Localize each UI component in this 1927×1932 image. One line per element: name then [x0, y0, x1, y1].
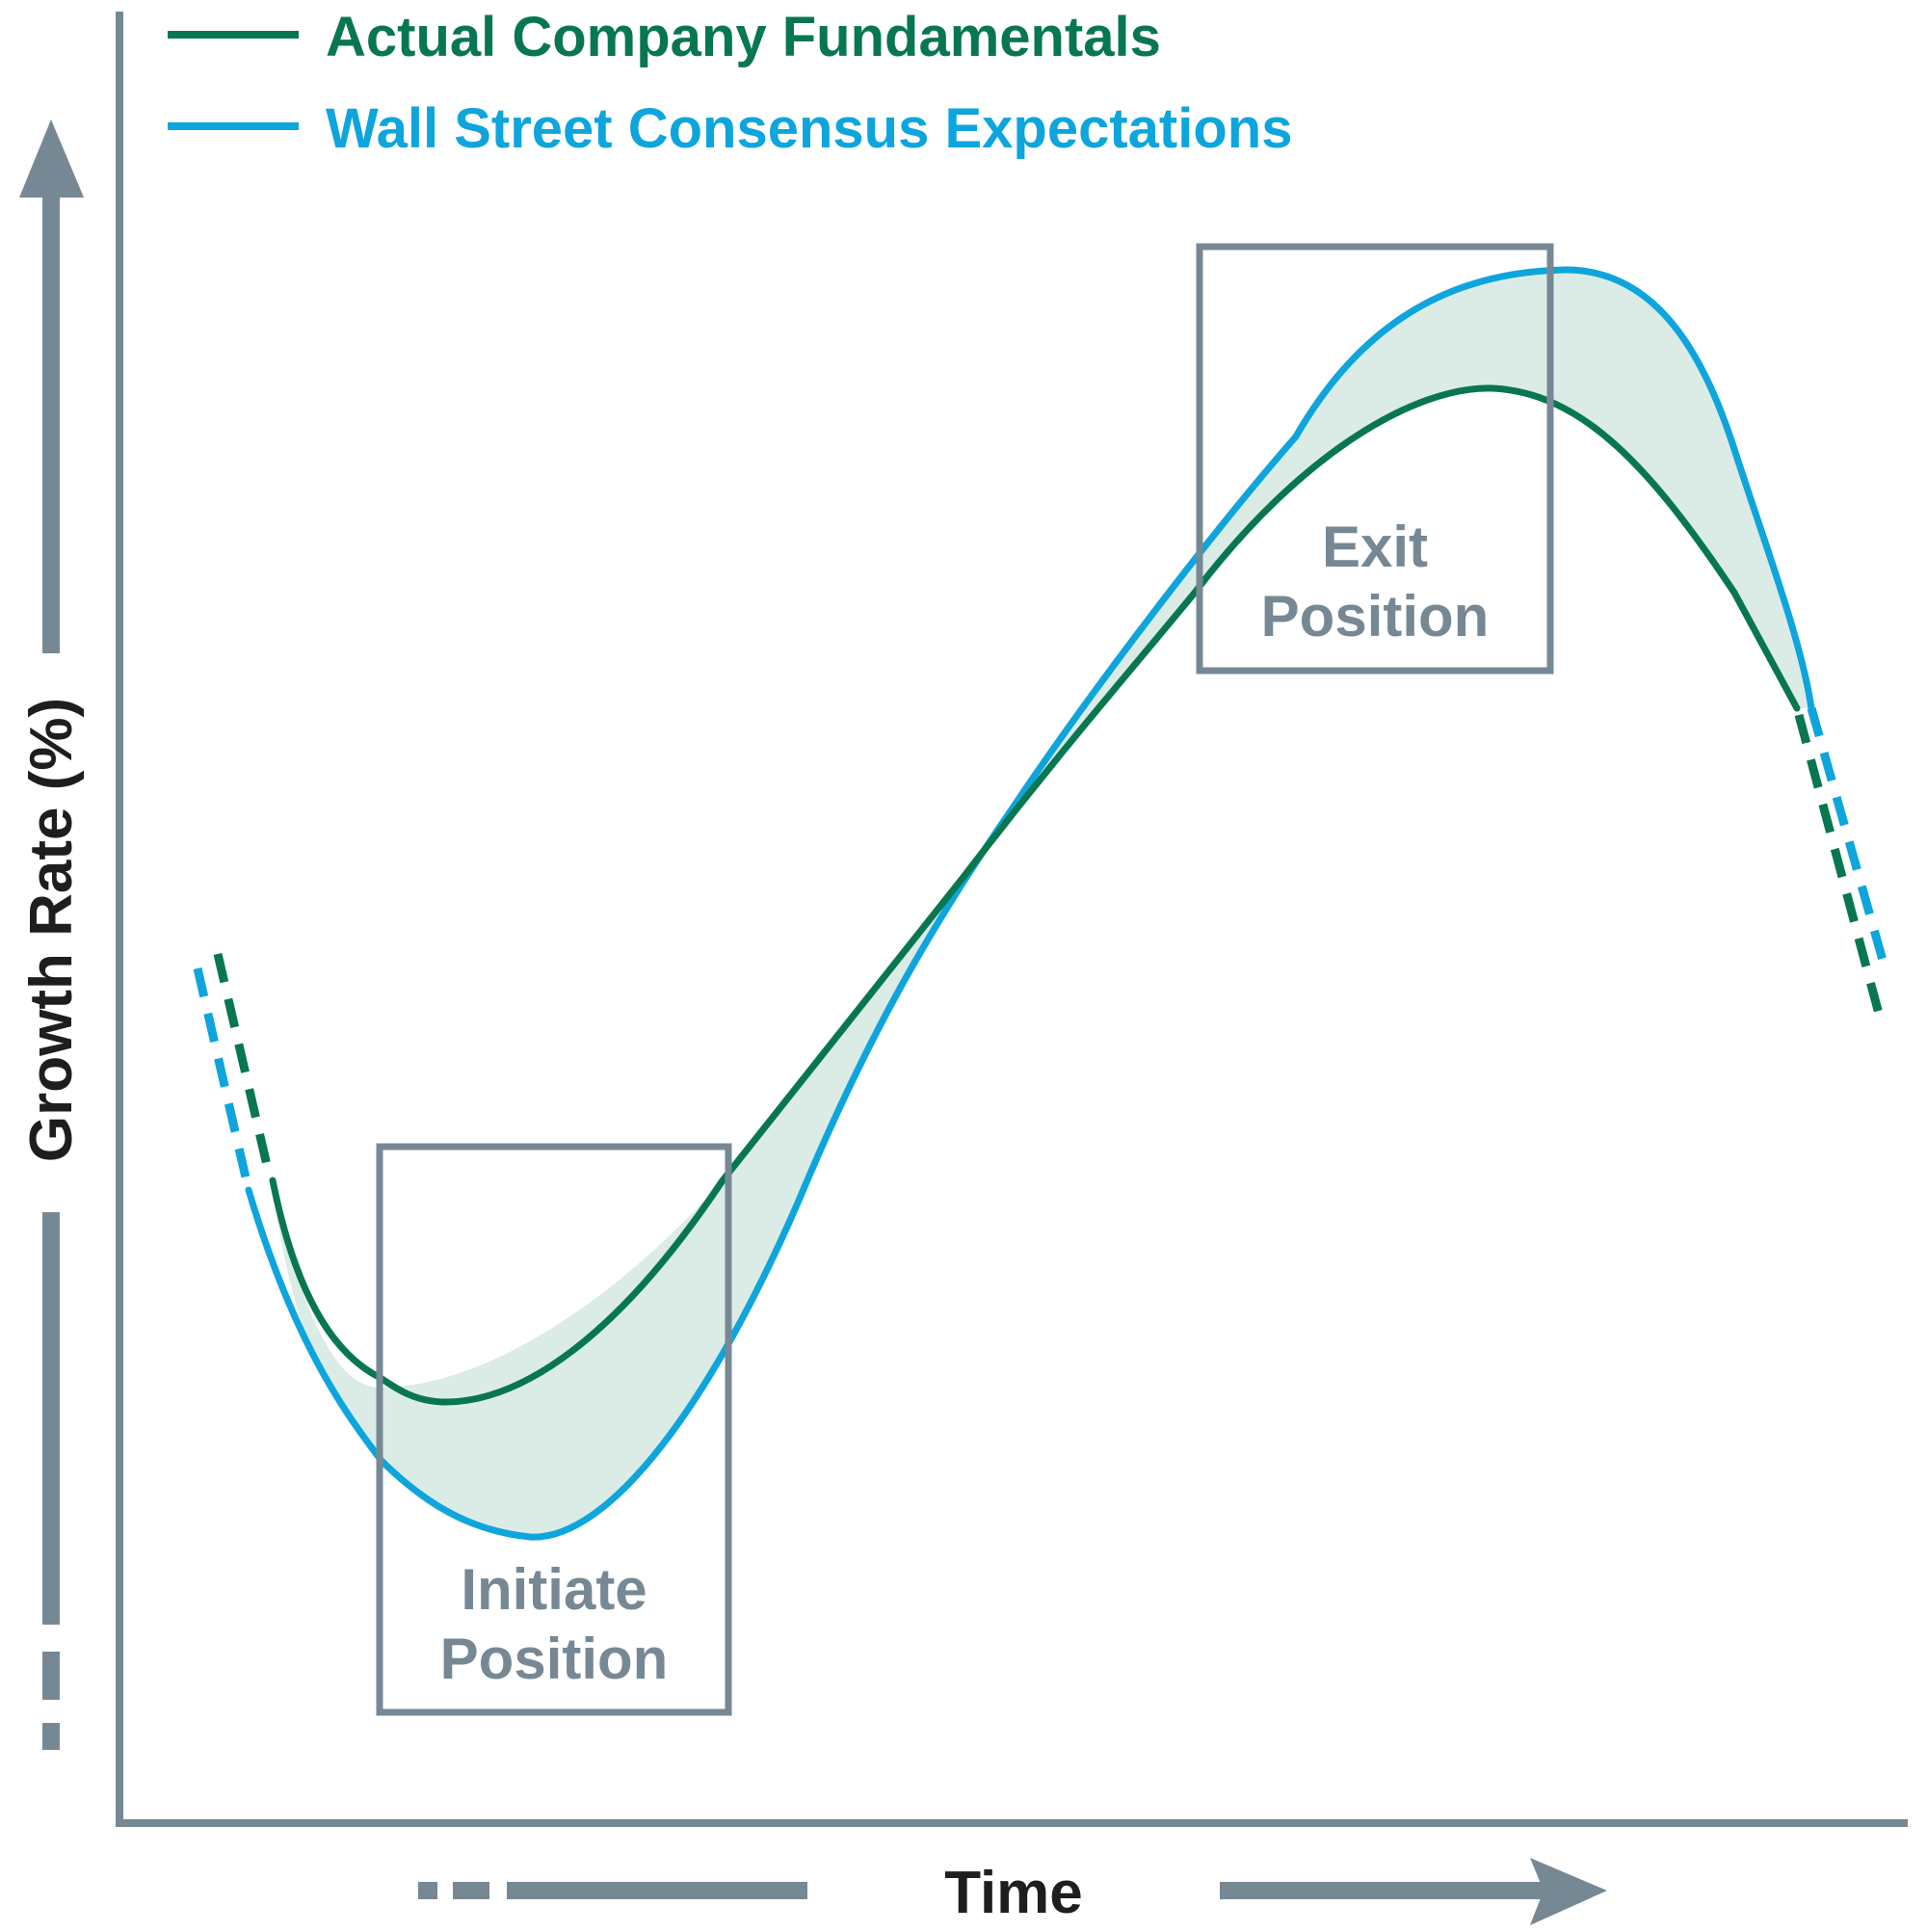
- exit-position-box: Exit Position: [1196, 243, 1554, 675]
- legend-label-consensus: Wall Street Consensus Expectations: [326, 97, 1292, 160]
- consensus-expectations-curve: [245, 266, 1815, 1541]
- legend-label-actual: Actual Company Fundamentals: [326, 6, 1161, 68]
- legend: Actual Company Fundamentals Wall Street …: [168, 6, 1292, 160]
- x-axis-label: Time: [944, 1860, 1083, 1926]
- consensus-curve-dashed-right: [1807, 706, 1888, 966]
- exit-label-line1: Exit: [1322, 515, 1428, 579]
- consensus-curve-dashed-left: [193, 966, 253, 1192]
- exit-label-line2: Position: [1261, 584, 1490, 648]
- expectation-gap-area: [273, 270, 1811, 1538]
- y-axis-label: Growth Rate (%): [18, 698, 85, 1162]
- initiate-position-box: Initiate Position: [376, 1143, 732, 1716]
- actual-fundamentals-curve: [269, 384, 1801, 1406]
- actual-curve-dashed-left: [213, 952, 275, 1179]
- initiate-label-line1: Initiate: [461, 1557, 647, 1622]
- x-axis-arrow: [418, 1858, 1607, 1925]
- actual-curve-dashed-right: [1794, 713, 1884, 1016]
- y-axis-arrow: [19, 119, 84, 1750]
- initiate-label-line2: Position: [440, 1627, 669, 1691]
